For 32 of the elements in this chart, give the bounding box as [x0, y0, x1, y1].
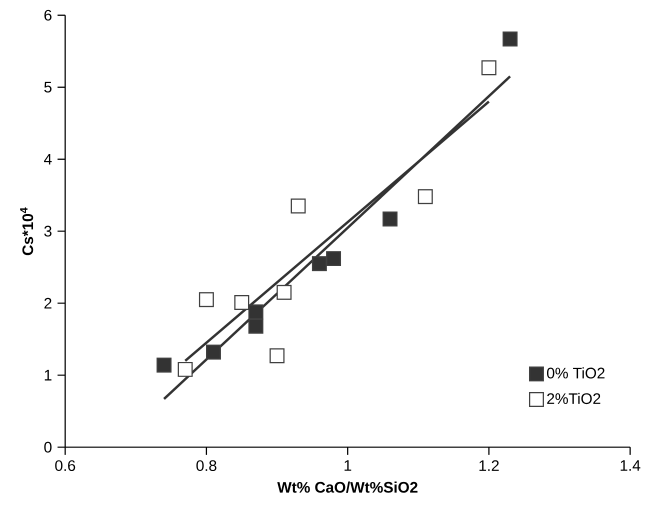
- x-tick-label: 1.2: [479, 460, 499, 471]
- point: [270, 348, 285, 364]
- y-axis-title: Cs*10$^{4}$: [20, 207, 34, 256]
- x-tick-label: 1: [344, 460, 352, 471]
- point: [312, 256, 327, 272]
- point: [156, 358, 172, 373]
- point: [290, 198, 306, 214]
- point: [481, 60, 496, 76]
- y-tick-label: 6: [44, 10, 52, 21]
- point: [234, 294, 250, 310]
- point: [276, 284, 292, 300]
- point: [178, 362, 193, 377]
- x-tick-label: 0.8: [196, 460, 216, 471]
- legend-label: 0% TiO2: [547, 367, 604, 378]
- point: [248, 304, 264, 320]
- y-tick-label: 5: [44, 82, 52, 92]
- point: [502, 31, 518, 46]
- y-tick-label: 4: [44, 154, 52, 164]
- point: [198, 292, 214, 308]
- x-tick-label: 0.6: [55, 460, 76, 471]
- x-axis-title: Wt% CaO/Wt%SiO2: [277, 481, 418, 493]
- point: [206, 344, 221, 360]
- y-tick-label: 0: [44, 442, 52, 453]
- y-tick-label: 1: [44, 370, 52, 380]
- point: [248, 318, 264, 334]
- point: [382, 211, 398, 226]
- y-tick-label: 3: [44, 226, 52, 237]
- point: [418, 189, 433, 204]
- y-tick-label: 2: [44, 298, 52, 308]
- point: [326, 251, 342, 266]
- legend-label: 2%TiO2: [547, 392, 600, 404]
- x-tick-label: 1.4: [620, 460, 640, 471]
